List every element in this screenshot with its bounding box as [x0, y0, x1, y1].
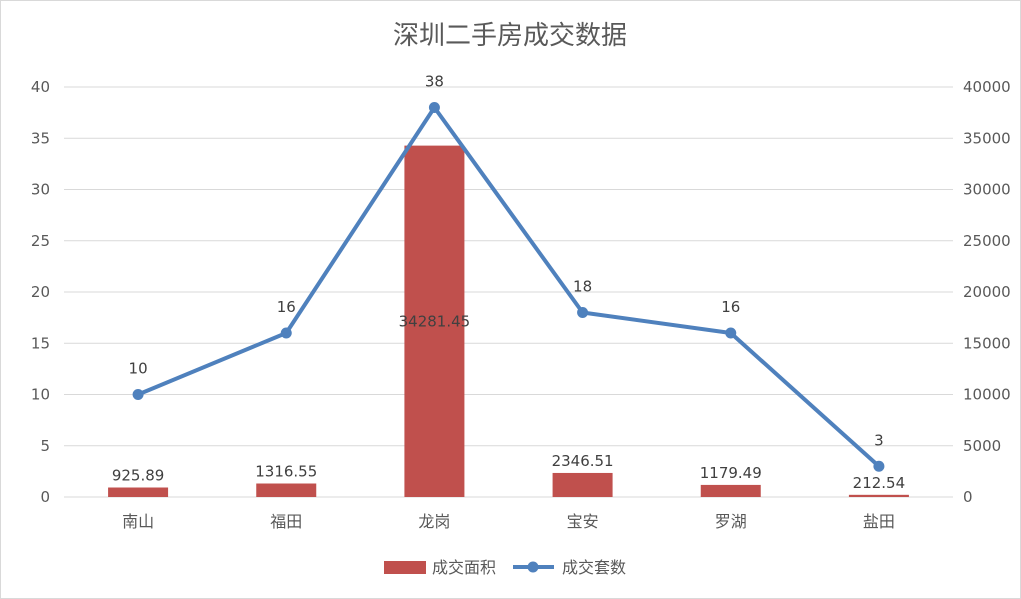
legend-label-line: 成交套数 — [562, 558, 626, 577]
line-data-label: 3 — [874, 431, 884, 449]
right-tick-label: 20000 — [963, 283, 1011, 301]
category-label: 罗湖 — [715, 512, 747, 531]
category-label: 宝安 — [567, 512, 599, 531]
line-data-label: 18 — [573, 278, 592, 296]
bar-data-label: 1179.49 — [700, 464, 762, 482]
line-point — [873, 460, 885, 472]
bar-series — [108, 145, 909, 497]
category-axis-labels: 南山 福田 龙岗 宝安 罗湖 盐田 — [122, 512, 895, 531]
category-label: 福田 — [270, 512, 302, 531]
left-tick-label: 15 — [31, 334, 50, 352]
line-data-label: 16 — [277, 298, 296, 316]
legend: 成交面积 成交套数 — [384, 558, 626, 577]
chart-title: 深圳二手房成交数据 — [393, 21, 627, 51]
legend-swatch-bar — [384, 561, 426, 574]
left-tick-label: 30 — [31, 181, 50, 199]
left-axis-ticks: 0 5 10 15 20 25 30 35 40 — [31, 78, 50, 506]
bar — [256, 483, 317, 497]
line-data-labels: 10 16 38 18 16 3 — [129, 73, 884, 450]
bar-data-label: 212.54 — [853, 474, 906, 492]
line-data-label: 10 — [129, 360, 148, 378]
right-tick-label: 0 — [963, 488, 973, 506]
left-tick-label: 10 — [31, 386, 50, 404]
left-tick-label: 0 — [40, 488, 50, 506]
right-tick-label: 10000 — [963, 386, 1011, 404]
legend-marker-line — [527, 561, 539, 573]
gridlines — [64, 86, 953, 498]
right-tick-label: 40000 — [963, 78, 1011, 96]
bar — [404, 145, 465, 497]
line-point — [132, 389, 144, 400]
right-tick-label: 30000 — [963, 181, 1011, 199]
left-tick-label: 20 — [31, 283, 50, 301]
line-data-label: 38 — [425, 73, 444, 91]
bar-data-label: 2346.51 — [552, 452, 614, 470]
series-line — [136, 105, 881, 469]
right-tick-label: 15000 — [963, 334, 1011, 352]
category-label: 盐田 — [863, 512, 895, 531]
right-axis-ticks: 0 5000 10000 15000 20000 25000 30000 35000 40000 — [963, 78, 1011, 506]
legend-label-bar: 成交面积 — [432, 558, 496, 577]
line-point — [725, 327, 737, 339]
line-series — [132, 102, 885, 472]
bar — [848, 494, 909, 497]
bar-data-label: 1316.55 — [255, 463, 317, 481]
bar-data-labels: 925.89 1316.55 34281.45 2346.51 1179.49 212.5… — [112, 312, 905, 492]
line-point — [577, 307, 589, 318]
bar — [700, 484, 761, 497]
line-point — [280, 327, 292, 339]
right-tick-label: 5000 — [963, 437, 1001, 455]
bar — [552, 472, 613, 497]
bar-data-label: 925.89 — [112, 467, 165, 485]
line-data-label: 16 — [721, 298, 740, 316]
right-tick-label: 35000 — [963, 129, 1011, 147]
category-label: 南山 — [122, 512, 154, 531]
bar — [108, 487, 169, 497]
category-label: 龙岗 — [418, 512, 450, 531]
line-point — [428, 102, 440, 113]
bar-data-label: 34281.45 — [399, 312, 471, 330]
right-tick-label: 25000 — [963, 232, 1011, 250]
left-tick-label: 25 — [31, 232, 50, 250]
left-tick-label: 35 — [31, 129, 50, 147]
left-tick-label: 5 — [40, 437, 50, 455]
left-tick-label: 40 — [31, 78, 50, 96]
